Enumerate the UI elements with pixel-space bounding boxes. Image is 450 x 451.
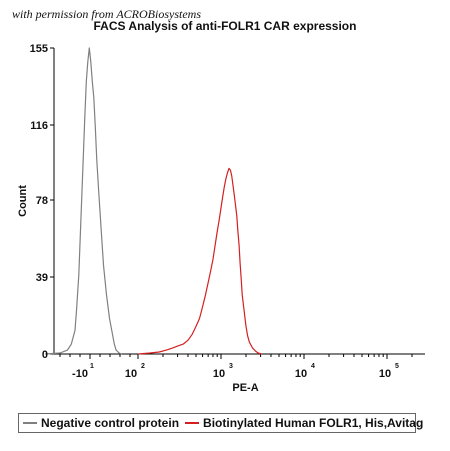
x-tick-label: -10 bbox=[72, 368, 88, 380]
credit-text: with permission from ACROBiosystems bbox=[12, 7, 202, 21]
folr1-histogram bbox=[137, 167, 262, 355]
legend-item-negative-control: Negative control protein bbox=[23, 416, 179, 430]
x-axis-label: PE-A bbox=[232, 382, 258, 394]
x-tick-exponent: 4 bbox=[311, 363, 315, 370]
x-tick-label: 10 bbox=[379, 368, 391, 380]
chart-title: FACS Analysis of anti-FOLR1 CAR expressi… bbox=[93, 19, 357, 33]
x-tick-label: 10 bbox=[213, 368, 225, 380]
legend-swatch-red bbox=[185, 422, 200, 424]
y-tick-label: 155 bbox=[30, 43, 48, 55]
legend-item-folr1: Biotinylated Human FOLR1, His,Avitag bbox=[185, 416, 423, 430]
x-tick-exponent: 3 bbox=[229, 363, 233, 370]
x-tick-exponent: 1 bbox=[90, 363, 94, 370]
legend-label-negative-control: Negative control protein bbox=[41, 416, 180, 430]
x-tick-exponent: 2 bbox=[141, 363, 145, 370]
x-tick-label: 10 bbox=[295, 368, 307, 380]
x-tick-exponent: 5 bbox=[395, 363, 399, 370]
y-tick-label: 116 bbox=[30, 120, 48, 132]
negative-control-histogram bbox=[44, 47, 122, 355]
y-axis-label: Count bbox=[17, 185, 29, 217]
y-tick-label: 0 bbox=[42, 349, 48, 361]
y-tick-label: 39 bbox=[36, 272, 48, 284]
legend-swatch-gray bbox=[23, 422, 37, 424]
x-tick-label: 10 bbox=[125, 368, 137, 380]
legend: Negative control protein Biotinylated Hu… bbox=[18, 413, 423, 433]
y-tick-label: 78 bbox=[36, 195, 48, 207]
legend-label-folr1: Biotinylated Human FOLR1, His,Avitag bbox=[203, 416, 424, 430]
